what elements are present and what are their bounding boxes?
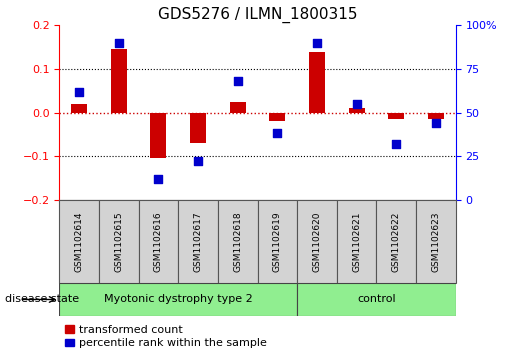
Bar xyxy=(428,113,444,119)
Bar xyxy=(150,113,166,158)
Point xyxy=(233,78,242,84)
Text: GSM1102623: GSM1102623 xyxy=(432,211,440,272)
Point xyxy=(273,131,281,136)
Point xyxy=(392,141,401,147)
Bar xyxy=(190,113,206,143)
FancyBboxPatch shape xyxy=(218,200,258,283)
Point xyxy=(154,176,162,182)
Text: GSM1102615: GSM1102615 xyxy=(114,211,123,272)
Bar xyxy=(269,113,285,121)
Bar xyxy=(349,108,365,113)
Text: GSM1102621: GSM1102621 xyxy=(352,211,361,272)
FancyBboxPatch shape xyxy=(258,200,297,283)
FancyBboxPatch shape xyxy=(139,200,178,283)
FancyBboxPatch shape xyxy=(376,200,416,283)
Text: GSM1102616: GSM1102616 xyxy=(154,211,163,272)
Text: GSM1102620: GSM1102620 xyxy=(313,211,321,272)
Point xyxy=(114,40,123,46)
Text: Myotonic dystrophy type 2: Myotonic dystrophy type 2 xyxy=(104,294,252,305)
Point xyxy=(313,40,321,46)
Text: control: control xyxy=(357,294,396,305)
FancyBboxPatch shape xyxy=(337,200,376,283)
Bar xyxy=(111,49,127,113)
Text: GSM1102618: GSM1102618 xyxy=(233,211,242,272)
FancyBboxPatch shape xyxy=(416,200,456,283)
Bar xyxy=(388,113,404,119)
Text: disease state: disease state xyxy=(5,294,79,305)
Text: GSM1102617: GSM1102617 xyxy=(194,211,202,272)
Text: GSM1102614: GSM1102614 xyxy=(75,211,83,272)
Text: GSM1102619: GSM1102619 xyxy=(273,211,282,272)
FancyBboxPatch shape xyxy=(59,200,99,283)
Bar xyxy=(71,104,87,113)
Point xyxy=(75,89,83,94)
FancyBboxPatch shape xyxy=(297,200,337,283)
FancyBboxPatch shape xyxy=(297,283,456,316)
Point xyxy=(352,101,360,107)
Point xyxy=(194,158,202,164)
FancyBboxPatch shape xyxy=(59,283,297,316)
Title: GDS5276 / ILMN_1800315: GDS5276 / ILMN_1800315 xyxy=(158,7,357,23)
Bar xyxy=(230,102,246,113)
Legend: transformed count, percentile rank within the sample: transformed count, percentile rank withi… xyxy=(65,325,267,348)
FancyBboxPatch shape xyxy=(99,200,139,283)
Bar xyxy=(309,52,325,113)
FancyBboxPatch shape xyxy=(178,200,218,283)
Text: GSM1102622: GSM1102622 xyxy=(392,211,401,272)
Point xyxy=(432,120,440,126)
